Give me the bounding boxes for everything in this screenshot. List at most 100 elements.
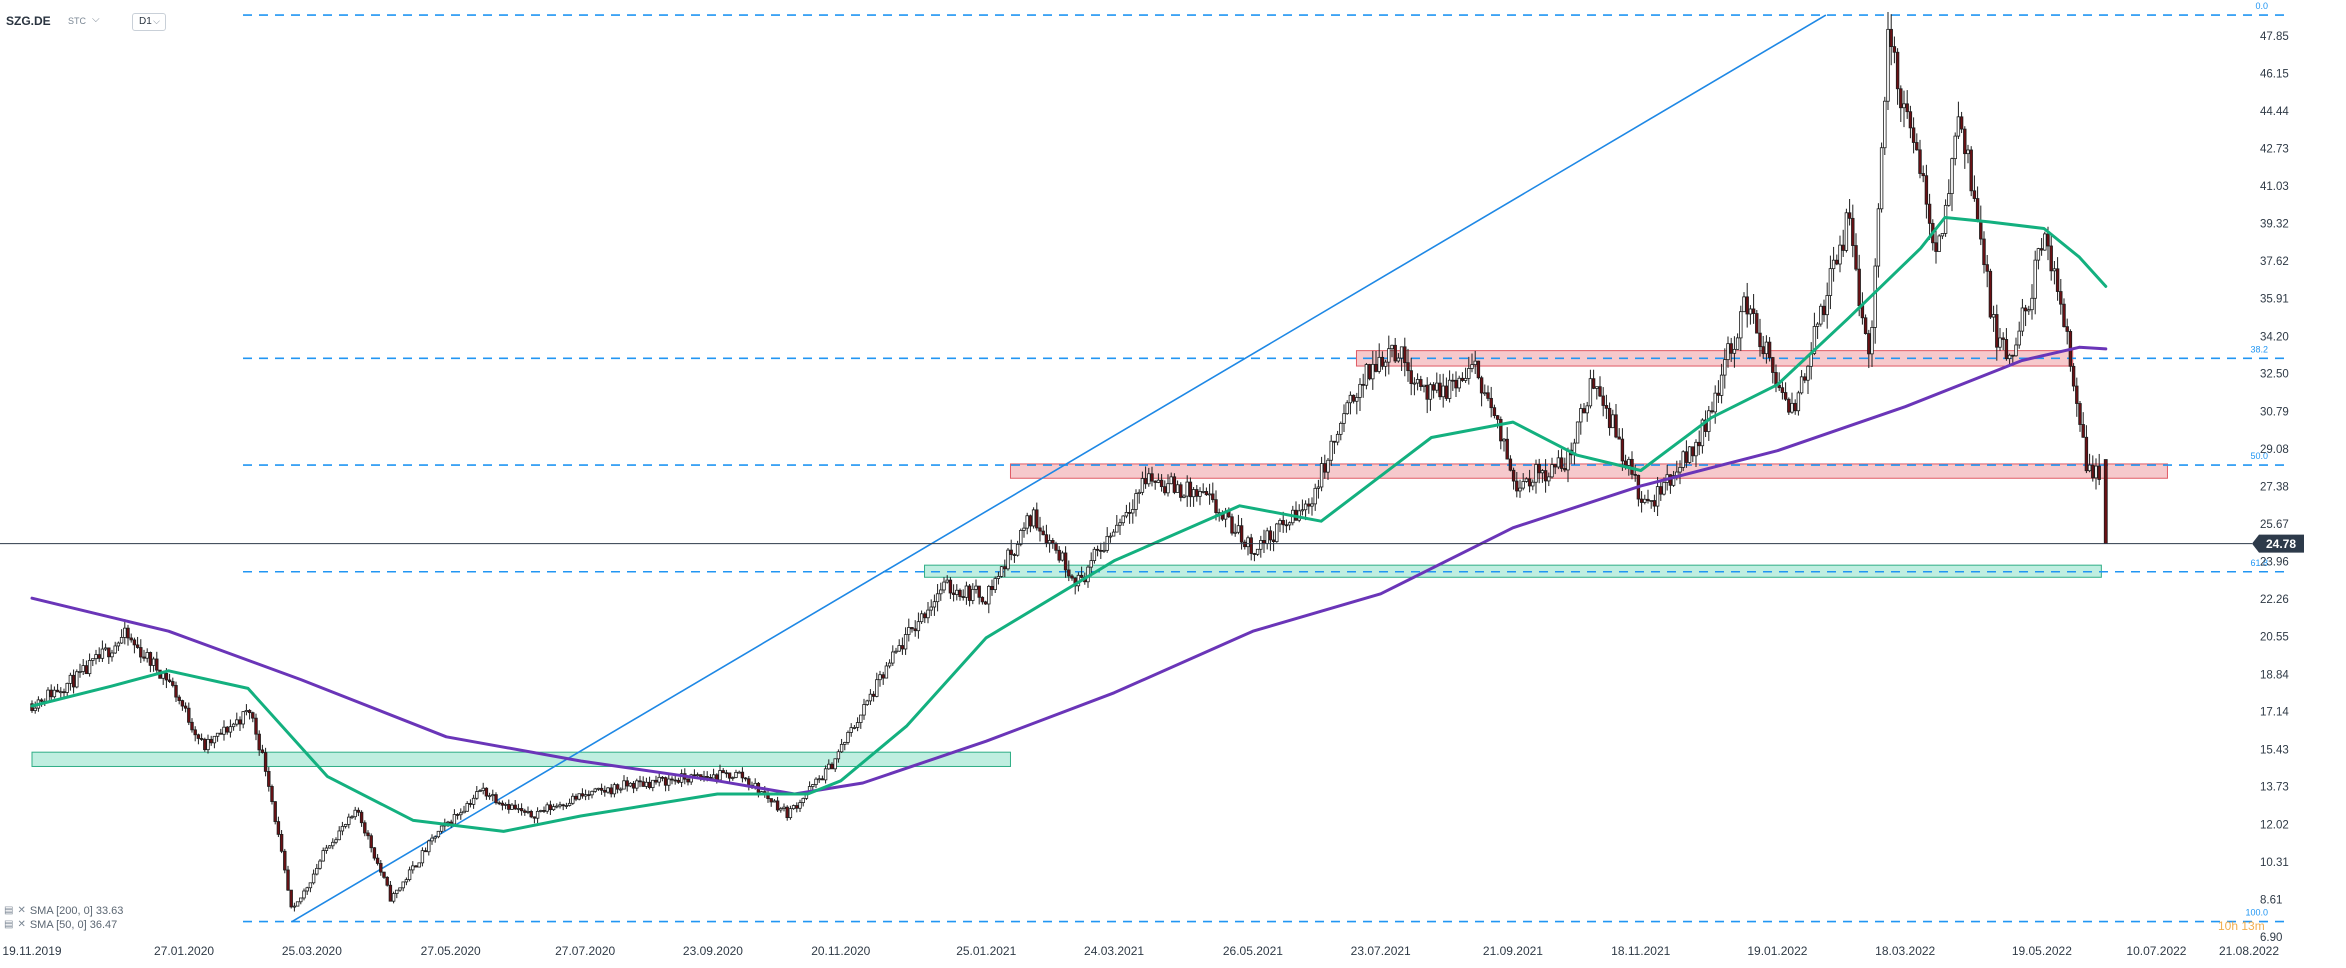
candle-body: [846, 732, 850, 743]
trend-line[interactable]: [291, 14, 1827, 923]
candle-body: [1755, 313, 1759, 334]
candle-body: [1550, 464, 1554, 478]
candle-body: [2097, 465, 2101, 480]
candle-body: [619, 788, 623, 791]
candle-body: [862, 704, 866, 716]
candle-body: [491, 794, 495, 797]
candle-body: [817, 778, 821, 781]
candle-body: [1332, 440, 1337, 443]
candle-body: [1150, 473, 1154, 482]
candle-body: [1182, 495, 1186, 498]
candle-body: [503, 803, 508, 806]
candle-body: [1719, 374, 1724, 396]
candle-body: [1985, 264, 1989, 272]
candle-body: [1406, 362, 1410, 372]
sma-200-line[interactable]: [30, 345, 2108, 796]
candle-body: [382, 871, 386, 878]
y-tick-label: 18.84: [2260, 669, 2289, 681]
candle-body: [663, 777, 668, 786]
candle-body: [260, 749, 265, 753]
candle-body: [59, 691, 63, 694]
candle-body: [1835, 259, 1839, 265]
candle-body: [1233, 531, 1237, 534]
symbol-label[interactable]: SZG.DE: [6, 14, 51, 28]
candle-body: [65, 682, 69, 693]
candle-body: [596, 787, 601, 790]
candle-body: [695, 774, 700, 777]
candle-body: [1764, 341, 1769, 355]
candle-body: [1015, 543, 1020, 556]
candle-body: [401, 881, 405, 889]
candle-body: [1028, 515, 1033, 527]
candle-body: [612, 784, 617, 795]
candle-body: [417, 862, 421, 868]
candle-body: [2078, 403, 2082, 425]
candle-body: [1361, 383, 1365, 386]
settings-icon[interactable]: ▤: [4, 905, 14, 916]
candle-body: [894, 650, 898, 653]
candle-body: [1831, 259, 1836, 270]
candle-body: [785, 806, 789, 819]
candle-body: [974, 585, 978, 590]
candle-body: [523, 810, 527, 813]
candle-body: [155, 658, 159, 671]
candle-body: [1025, 515, 1029, 529]
candle-body: [126, 627, 130, 639]
candle-body: [1454, 379, 1458, 389]
y-tick-label: 44.44: [2260, 106, 2289, 118]
support-zone[interactable]: [31, 751, 1011, 767]
candle-body: [519, 808, 524, 812]
legend-item[interactable]: ▤ ✕ SMA [200, 0] 33.63: [4, 904, 123, 918]
candle-body: [388, 884, 393, 902]
candle-body: [267, 771, 271, 787]
candle-body: [379, 863, 383, 873]
sma-50-line[interactable]: [30, 216, 2108, 833]
candle-body: [1767, 341, 1772, 358]
candle-body: [1991, 314, 1996, 318]
candle-body: [331, 841, 335, 847]
candle-body: [1319, 463, 1324, 488]
candle-body: [1463, 378, 1468, 381]
y-tick-label: 47.85: [2260, 31, 2289, 43]
candle-body: [452, 814, 457, 825]
candle-body: [302, 890, 306, 899]
candle-body: [1118, 522, 1122, 526]
candle-body: [1009, 549, 1013, 555]
candle-body: [1553, 464, 1557, 468]
candle-body: [1793, 402, 1797, 412]
candle-body: [487, 795, 492, 798]
candle-body: [1415, 379, 1420, 384]
candle-body: [1614, 414, 1618, 438]
candle-body: [1198, 491, 1202, 497]
candle-body: [107, 647, 111, 658]
close-icon[interactable]: ✕: [17, 919, 26, 930]
legend-item[interactable]: ▤ ✕ SMA [50, 0] 36.47: [4, 918, 123, 932]
exchange-label: STC: [68, 16, 86, 26]
x-tick-label: 19.01.2022: [1747, 944, 1807, 958]
candle-body: [721, 770, 725, 774]
candle-body: [263, 752, 268, 772]
candle-body: [251, 712, 255, 719]
fib-level-label: 61.8: [2250, 558, 2268, 568]
candle-body: [1115, 524, 1119, 533]
candle-body: [500, 802, 505, 806]
chevron-down-icon[interactable]: ⌵: [92, 14, 100, 25]
candle-body: [1975, 198, 1980, 221]
candle-body: [1265, 530, 1269, 544]
candle-body: [334, 839, 338, 843]
candle-body: [529, 811, 533, 818]
settings-icon[interactable]: ▤: [4, 919, 14, 930]
trendline-layer[interactable]: [291, 14, 1827, 923]
candle-body: [513, 804, 517, 810]
candle-body: [1492, 407, 1497, 416]
timeframe-select[interactable]: D1 ⌵: [132, 13, 166, 31]
candle-body: [1022, 527, 1026, 531]
candle-body: [1483, 392, 1487, 395]
resistance-zone[interactable]: [1009, 463, 2168, 479]
candle-body: [1659, 486, 1663, 495]
close-icon[interactable]: ✕: [17, 905, 26, 916]
candle-body: [542, 810, 546, 812]
x-tick-label: 25.01.2021: [956, 944, 1016, 958]
sma-layer: [30, 216, 2108, 833]
